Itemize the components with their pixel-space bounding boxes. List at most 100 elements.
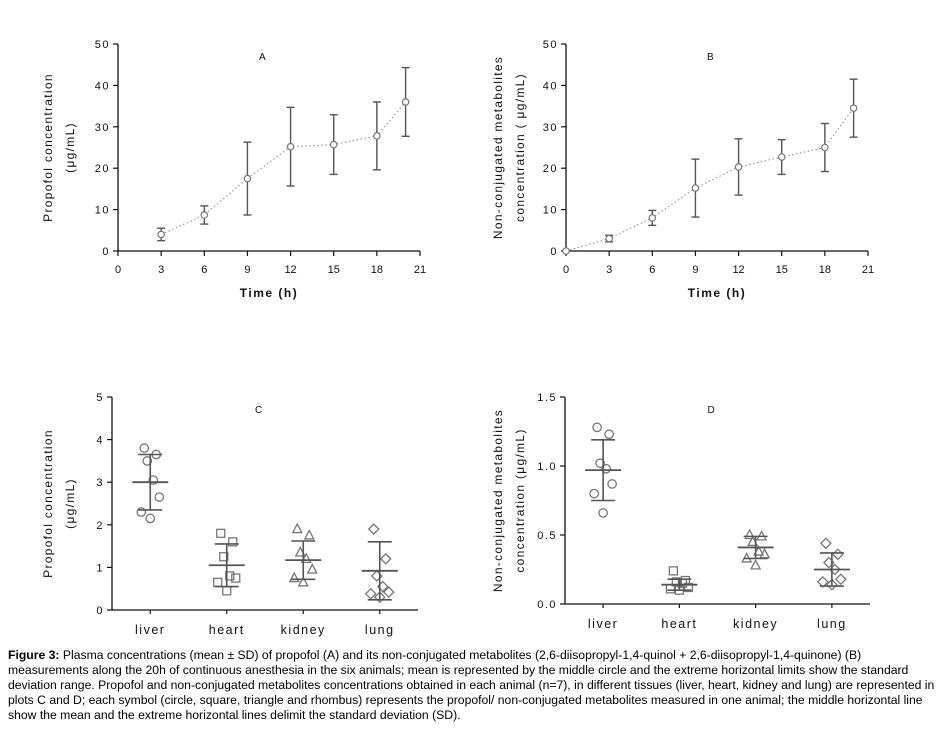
x-tick-label: 21 (862, 264, 874, 276)
data-point-diamond (364, 587, 377, 600)
data-point-triangle (288, 571, 300, 583)
panel-label: D (708, 405, 715, 416)
caption-label: Figure 3: (8, 648, 60, 662)
y-tick-label: 10 (95, 205, 110, 217)
x-tick-label: 0 (115, 264, 121, 276)
data-point-triangle (291, 522, 303, 534)
x-axis-label: Time (h) (240, 286, 298, 300)
data-point (648, 214, 657, 222)
x-tick-label: 3 (606, 264, 612, 276)
y-axis-label: Propofol concentration (41, 73, 55, 222)
data-point (734, 163, 743, 171)
data-point-triangle (303, 529, 315, 540)
y-axis-label: concentration (μg/mL) (513, 428, 527, 572)
data-point-circle (595, 458, 605, 469)
data-point-triangle (744, 528, 756, 540)
y-tick-label: 0 (102, 246, 110, 258)
y-tick-label: 3 (96, 477, 104, 489)
y-tick-label: 20 (95, 163, 110, 175)
data-point (691, 184, 700, 192)
data-point-diamond (825, 578, 838, 591)
data-point-diamond (379, 552, 392, 565)
category-label: heart (209, 623, 245, 637)
data-point (849, 104, 858, 112)
x-tick-label: 12 (284, 264, 296, 276)
x-tick-label: 6 (649, 264, 655, 276)
data-point-square (683, 582, 694, 593)
data-point-circle (607, 479, 617, 489)
panel-label: A (259, 52, 266, 63)
category-label: kidney (733, 617, 778, 631)
chart-c: C 0 1 2 3 4 5 Propofol concentration (μg/mL) live… (41, 392, 418, 637)
data-point-square (222, 586, 232, 596)
y-tick-label: 10 (543, 205, 558, 217)
figure-caption: Figure 3: Plasma concentrations (mean ± … (8, 648, 944, 723)
data-point-diamond (367, 523, 380, 535)
chart-d: D 0.0 0.5 1.0 1.5 Non-conjugated metabolites c… (491, 392, 870, 631)
y-tick-label: 50 (95, 39, 110, 51)
data-point-circle (136, 507, 147, 517)
data-point-square (216, 528, 226, 538)
y-tick-label: 0 (550, 246, 558, 258)
y-tick-label: 1.0 (537, 461, 557, 473)
series-line (565, 107, 855, 252)
panel-label: B (707, 52, 714, 63)
data-point-diamond (819, 537, 832, 550)
data-point (401, 98, 410, 106)
y-tick-label: 0.0 (537, 599, 557, 611)
x-tick-label: 9 (692, 264, 698, 276)
x-tick-label: 18 (819, 264, 831, 276)
data-point-circle (154, 492, 165, 502)
x-axis-label: Time (h) (688, 286, 746, 300)
data-point (373, 132, 381, 140)
x-tick-label: 12 (732, 264, 744, 276)
data-point-circle (598, 508, 608, 518)
x-tick-label: 6 (201, 264, 207, 276)
data-point (200, 211, 209, 219)
data-point (329, 140, 338, 149)
data-point (286, 142, 295, 151)
series-line (160, 101, 407, 235)
category-label: lung (817, 617, 847, 631)
data-point-square (668, 566, 679, 576)
x-tick-label: 0 (563, 264, 569, 276)
data-point (821, 143, 829, 152)
data-point-diamond (816, 576, 829, 588)
y-tick-label: 1 (96, 562, 104, 574)
y-tick-label: 50 (543, 39, 558, 51)
y-axis-label: (μg/mL) (63, 122, 77, 173)
y-tick-label: 0.5 (537, 530, 557, 542)
y-axis-label: concentration ( μg/mL) (513, 73, 527, 222)
y-tick-label: 20 (543, 163, 558, 175)
data-point-diamond (373, 591, 386, 604)
y-tick-label: 2 (96, 520, 104, 532)
y-tick-label: 30 (95, 122, 110, 134)
data-point-square (213, 577, 223, 587)
data-point-circle (145, 513, 156, 524)
data-point (777, 153, 786, 161)
x-tick-label: 21 (414, 264, 426, 276)
data-point-circle (592, 422, 602, 433)
data-point-diamond (382, 586, 395, 599)
category-label: heart (661, 617, 697, 631)
data-point-square (225, 571, 235, 581)
y-tick-label: 40 (543, 80, 558, 92)
x-tick-label: 3 (158, 264, 164, 276)
category-label: kidney (281, 623, 326, 637)
data-point-triangle (306, 563, 318, 574)
y-axis-label: (μg/mL) (63, 478, 77, 529)
y-tick-label: 0 (96, 605, 104, 617)
data-point-circle (139, 443, 150, 453)
data-point-triangle (750, 558, 762, 570)
data-point-square (231, 573, 241, 583)
data-point-diamond (831, 548, 844, 561)
data-point-circle (589, 488, 599, 499)
y-tick-label: 5 (96, 392, 104, 404)
data-point (605, 234, 613, 243)
data-point (157, 230, 165, 239)
y-axis-label: Propofol concentration (41, 429, 55, 578)
data-point-triangle (297, 575, 309, 587)
x-tick-label: 15 (776, 264, 788, 276)
